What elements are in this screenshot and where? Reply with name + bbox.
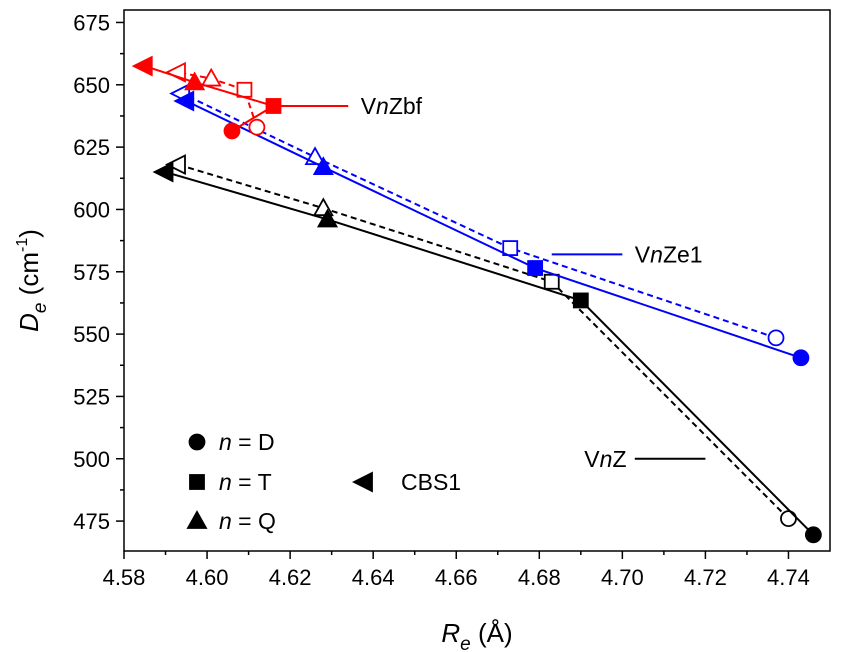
x-axis-subscript: e bbox=[460, 634, 471, 652]
x-axis-unit: (Å) bbox=[471, 618, 513, 648]
data-point-q bbox=[184, 71, 206, 91]
legend-item-square: n = T bbox=[189, 469, 272, 495]
series-vnzbf-solid bbox=[131, 55, 282, 140]
y-axis-title: De (cm-1) bbox=[14, 229, 51, 332]
legend-label: n = Q bbox=[219, 508, 276, 534]
legend-text: = Q bbox=[232, 508, 276, 534]
legend-item-triangle: n = Q bbox=[186, 508, 276, 534]
annotation-prefix: V bbox=[584, 446, 600, 472]
annotation-suffix: Z bbox=[612, 446, 626, 472]
y-axis-unit: (cm bbox=[14, 252, 44, 303]
series-vnze1-solid bbox=[173, 90, 810, 367]
legend-item-circle: n = D bbox=[188, 429, 275, 455]
x-tick-label: 4.62 bbox=[269, 565, 312, 590]
y-tick-label: 600 bbox=[73, 197, 110, 222]
x-tick-label: 4.68 bbox=[518, 565, 561, 590]
annotation-vnz: VnZ bbox=[584, 446, 706, 472]
data-point-d bbox=[223, 122, 241, 140]
legend-symbol: n bbox=[219, 429, 232, 455]
series-line bbox=[144, 65, 275, 132]
legend-text: CBS1 bbox=[401, 469, 461, 495]
x-tick-label: 4.72 bbox=[684, 565, 727, 590]
y-tick-label: 575 bbox=[73, 260, 110, 285]
x-tick-label: 4.64 bbox=[352, 565, 395, 590]
series-layer bbox=[131, 55, 822, 544]
y-axis-symbol: D bbox=[14, 313, 44, 332]
x-tick-label: 4.58 bbox=[103, 565, 146, 590]
annotation-suffix: Ze1 bbox=[663, 241, 703, 267]
data-point-t bbox=[236, 81, 253, 98]
legend-marker bbox=[188, 433, 206, 451]
annotation-label: VnZ bbox=[584, 446, 626, 472]
series-line bbox=[165, 171, 815, 536]
data-point-q bbox=[316, 208, 339, 228]
y-tick-label: 550 bbox=[73, 322, 110, 347]
x-axis-symbol: R bbox=[441, 618, 460, 648]
annotation-prefix: V bbox=[361, 93, 377, 119]
annotation-vnze1: VnZe1 bbox=[551, 241, 703, 267]
x-tick-label: 4.74 bbox=[767, 565, 810, 590]
data-point-cbs1 bbox=[152, 161, 174, 183]
y-tick-label: 475 bbox=[73, 509, 110, 534]
legend-label: CBS1 bbox=[401, 469, 461, 495]
y-axis-unit-close: ) bbox=[14, 229, 44, 238]
annotation-prefix: V bbox=[635, 241, 651, 267]
series-line bbox=[185, 100, 802, 359]
legend-item-left-triangle: CBS1 bbox=[351, 469, 461, 495]
annotation-n: n bbox=[376, 93, 389, 119]
data-point-t bbox=[527, 260, 544, 276]
data-point-cbs1 bbox=[164, 154, 186, 176]
y-tick-label: 675 bbox=[73, 10, 110, 35]
y-tick-label: 500 bbox=[73, 447, 110, 472]
legend-text: = D bbox=[232, 429, 275, 455]
x-tick-label: 4.70 bbox=[601, 565, 644, 590]
data-point-cbs1 bbox=[131, 55, 153, 77]
data-point-q bbox=[200, 67, 222, 87]
y-tick-label: 625 bbox=[73, 135, 110, 160]
x-tick-label: 4.60 bbox=[186, 565, 229, 590]
annotation-label: VnZbf bbox=[361, 93, 423, 119]
data-point-d bbox=[804, 526, 822, 544]
legend-marker bbox=[189, 474, 205, 490]
y-tick-label: 650 bbox=[73, 73, 110, 98]
annotation-suffix: Zbf bbox=[389, 93, 423, 119]
data-point-d bbox=[248, 118, 266, 136]
legend-symbol: n bbox=[219, 508, 232, 534]
x-axis-title: Re (Å) bbox=[441, 618, 512, 652]
x-tick-label: 4.66 bbox=[435, 565, 478, 590]
data-point-t bbox=[572, 292, 589, 309]
annotation-n: n bbox=[600, 446, 613, 472]
data-point-t bbox=[543, 273, 560, 290]
legend-text: = T bbox=[232, 469, 272, 495]
legend-symbol: n bbox=[219, 469, 232, 495]
data-point-d bbox=[792, 349, 810, 367]
data-point-q bbox=[312, 156, 334, 175]
annotation-n: n bbox=[650, 241, 663, 267]
plot-frame bbox=[123, 9, 831, 552]
legend-marker bbox=[186, 510, 208, 529]
legend-label: n = D bbox=[219, 429, 275, 455]
legend-marker bbox=[351, 471, 373, 493]
data-point-cbs1 bbox=[173, 90, 195, 112]
axes: 4.58 4.60 4.62 4.64 4.66 4.68 4.70 4.72 4.74 475 5… bbox=[14, 9, 831, 652]
data-point-d bbox=[767, 329, 785, 347]
annotation-label: VnZe1 bbox=[635, 241, 703, 267]
y-axis-unit-superscript: -1 bbox=[14, 238, 31, 252]
y-axis-subscript: e bbox=[30, 303, 51, 314]
series-line bbox=[181, 92, 777, 339]
y-tick-label: 525 bbox=[73, 384, 110, 409]
series-vnz-solid bbox=[152, 161, 822, 544]
annotation-vnzbf: VnZbf bbox=[277, 93, 423, 119]
series-line bbox=[177, 163, 790, 520]
data-point-d bbox=[780, 510, 797, 527]
legend-label: n = T bbox=[219, 469, 272, 495]
